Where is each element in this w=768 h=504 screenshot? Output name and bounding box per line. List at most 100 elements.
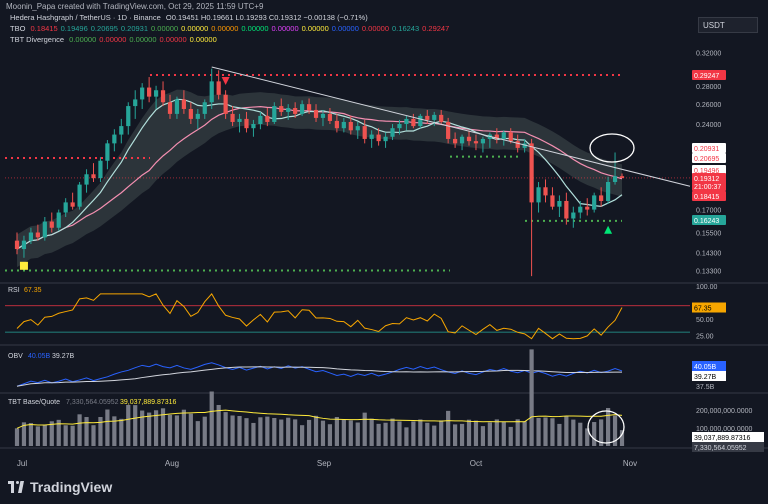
price-badge xyxy=(692,191,726,201)
volume-bar xyxy=(418,419,423,446)
volume-bar xyxy=(272,418,277,446)
candle-body xyxy=(418,115,423,127)
volume-bar xyxy=(501,421,506,446)
volume-bar xyxy=(494,419,499,446)
candle-body xyxy=(564,200,569,219)
candle-body xyxy=(84,174,89,185)
price-badge-text: 0.20931 xyxy=(694,146,719,153)
volume-bar xyxy=(70,425,75,446)
time-axis-label: Jul xyxy=(17,459,27,468)
obv-badge-text: 39.27B xyxy=(694,374,717,381)
volume-bar xyxy=(543,417,548,446)
volume-bar xyxy=(480,426,486,446)
tbo-value: 0.00000 xyxy=(181,24,209,33)
candle-body xyxy=(571,212,576,219)
currency-box[interactable]: USDT xyxy=(698,17,758,33)
tbo-value: 0.00000 xyxy=(331,24,359,33)
volume-value-2: 39,037,889.87316 xyxy=(120,399,177,406)
volume-bar xyxy=(174,415,180,446)
volume-bar xyxy=(42,424,47,446)
volume-bar xyxy=(411,421,416,446)
volume-bar xyxy=(605,408,611,446)
price-badge-text: 0.16243 xyxy=(694,218,719,225)
tbt-div-value: 0.00000 xyxy=(189,35,217,44)
volume-bar xyxy=(91,425,96,446)
volume-bar xyxy=(265,416,270,446)
candle-body xyxy=(147,87,152,97)
candle-body xyxy=(202,102,207,114)
volume-bar xyxy=(237,416,242,446)
volume-bar xyxy=(446,410,451,446)
tbo-values: 0.18415 0.19496 0.20695 0.20931 0.00000 0.000… xyxy=(28,24,450,33)
volume-bar xyxy=(230,415,235,446)
volume-bar xyxy=(119,418,124,446)
volume-bar xyxy=(35,426,40,446)
tbt-div-label: TBT Divergence xyxy=(10,35,65,44)
candle-body xyxy=(14,240,20,250)
candle-body xyxy=(459,136,465,144)
candle-body xyxy=(341,121,346,129)
price-badge xyxy=(692,215,726,225)
tbo-value: 0.18415 xyxy=(30,24,58,33)
volume-bar xyxy=(251,422,256,446)
volume-bar xyxy=(487,422,492,446)
volume-bar xyxy=(147,412,152,446)
candle-body xyxy=(56,212,61,228)
candle-body xyxy=(439,114,444,122)
volume-bar xyxy=(84,417,89,446)
tradingview-logo-icon xyxy=(8,481,24,493)
candle-body xyxy=(209,81,214,103)
candle-body xyxy=(355,126,360,131)
candle-body xyxy=(557,200,562,207)
volume-bar xyxy=(126,404,131,446)
time-axis-label: Sep xyxy=(317,459,332,468)
volume-bar xyxy=(133,405,138,446)
candle-body xyxy=(251,124,256,129)
candle-body xyxy=(70,202,75,207)
candle-body xyxy=(369,134,374,139)
volume-bar xyxy=(216,404,221,446)
volume-bar xyxy=(453,424,458,446)
volume-bar xyxy=(425,422,430,446)
candle-body xyxy=(188,108,193,119)
candle-body xyxy=(473,141,479,144)
candle-body xyxy=(501,132,506,139)
candle-body xyxy=(550,195,555,207)
volume-bar xyxy=(383,422,388,446)
candle-body xyxy=(376,134,381,142)
price-badge-text: 0.18415 xyxy=(694,194,719,201)
yellow-signal-marker xyxy=(19,261,28,270)
time-axis-label: Oct xyxy=(470,459,483,468)
candle-body xyxy=(605,181,611,201)
tradingview-brand[interactable]: TradingView xyxy=(8,479,112,495)
volume-bar xyxy=(578,422,583,446)
volume-bar xyxy=(77,414,82,446)
rsi-tick-label: 100.00 xyxy=(696,284,718,291)
volume-bar xyxy=(14,428,20,446)
candle-body xyxy=(49,221,54,228)
volume-bar xyxy=(63,425,68,446)
volume-bar xyxy=(529,349,534,446)
volume-bar xyxy=(619,430,625,446)
obv-badge xyxy=(692,361,726,371)
candle-body xyxy=(181,99,186,109)
volume-badge xyxy=(692,432,764,442)
candle-body xyxy=(105,143,110,161)
rsi-line xyxy=(16,293,623,340)
tbo-legend[interactable]: TBO 0.18415 0.19496 0.20695 0.20931 0.00000 0… xyxy=(10,24,449,33)
volume-bar xyxy=(313,415,319,446)
tbo-label: TBO xyxy=(10,24,26,33)
volume-bar xyxy=(279,419,284,446)
symbol-legend[interactable]: Hedera Hashgraph / TetherUS · 1D · Binan… xyxy=(10,13,368,22)
candle-body xyxy=(216,81,221,95)
tbo-cloud-band xyxy=(17,89,622,268)
candle-body xyxy=(446,121,451,139)
rsi-tick-label: 25.00 xyxy=(696,333,714,340)
volume-bar xyxy=(28,423,34,446)
volume-badge-text: 39,037,889.87316 xyxy=(694,435,751,442)
tbt-divergence-legend[interactable]: TBT Divergence 0.00000 0.00000 0.00000 0.00… xyxy=(10,35,217,44)
candle-body xyxy=(140,87,145,100)
volume-bar xyxy=(369,418,374,446)
time-axis-label: Nov xyxy=(623,459,637,468)
